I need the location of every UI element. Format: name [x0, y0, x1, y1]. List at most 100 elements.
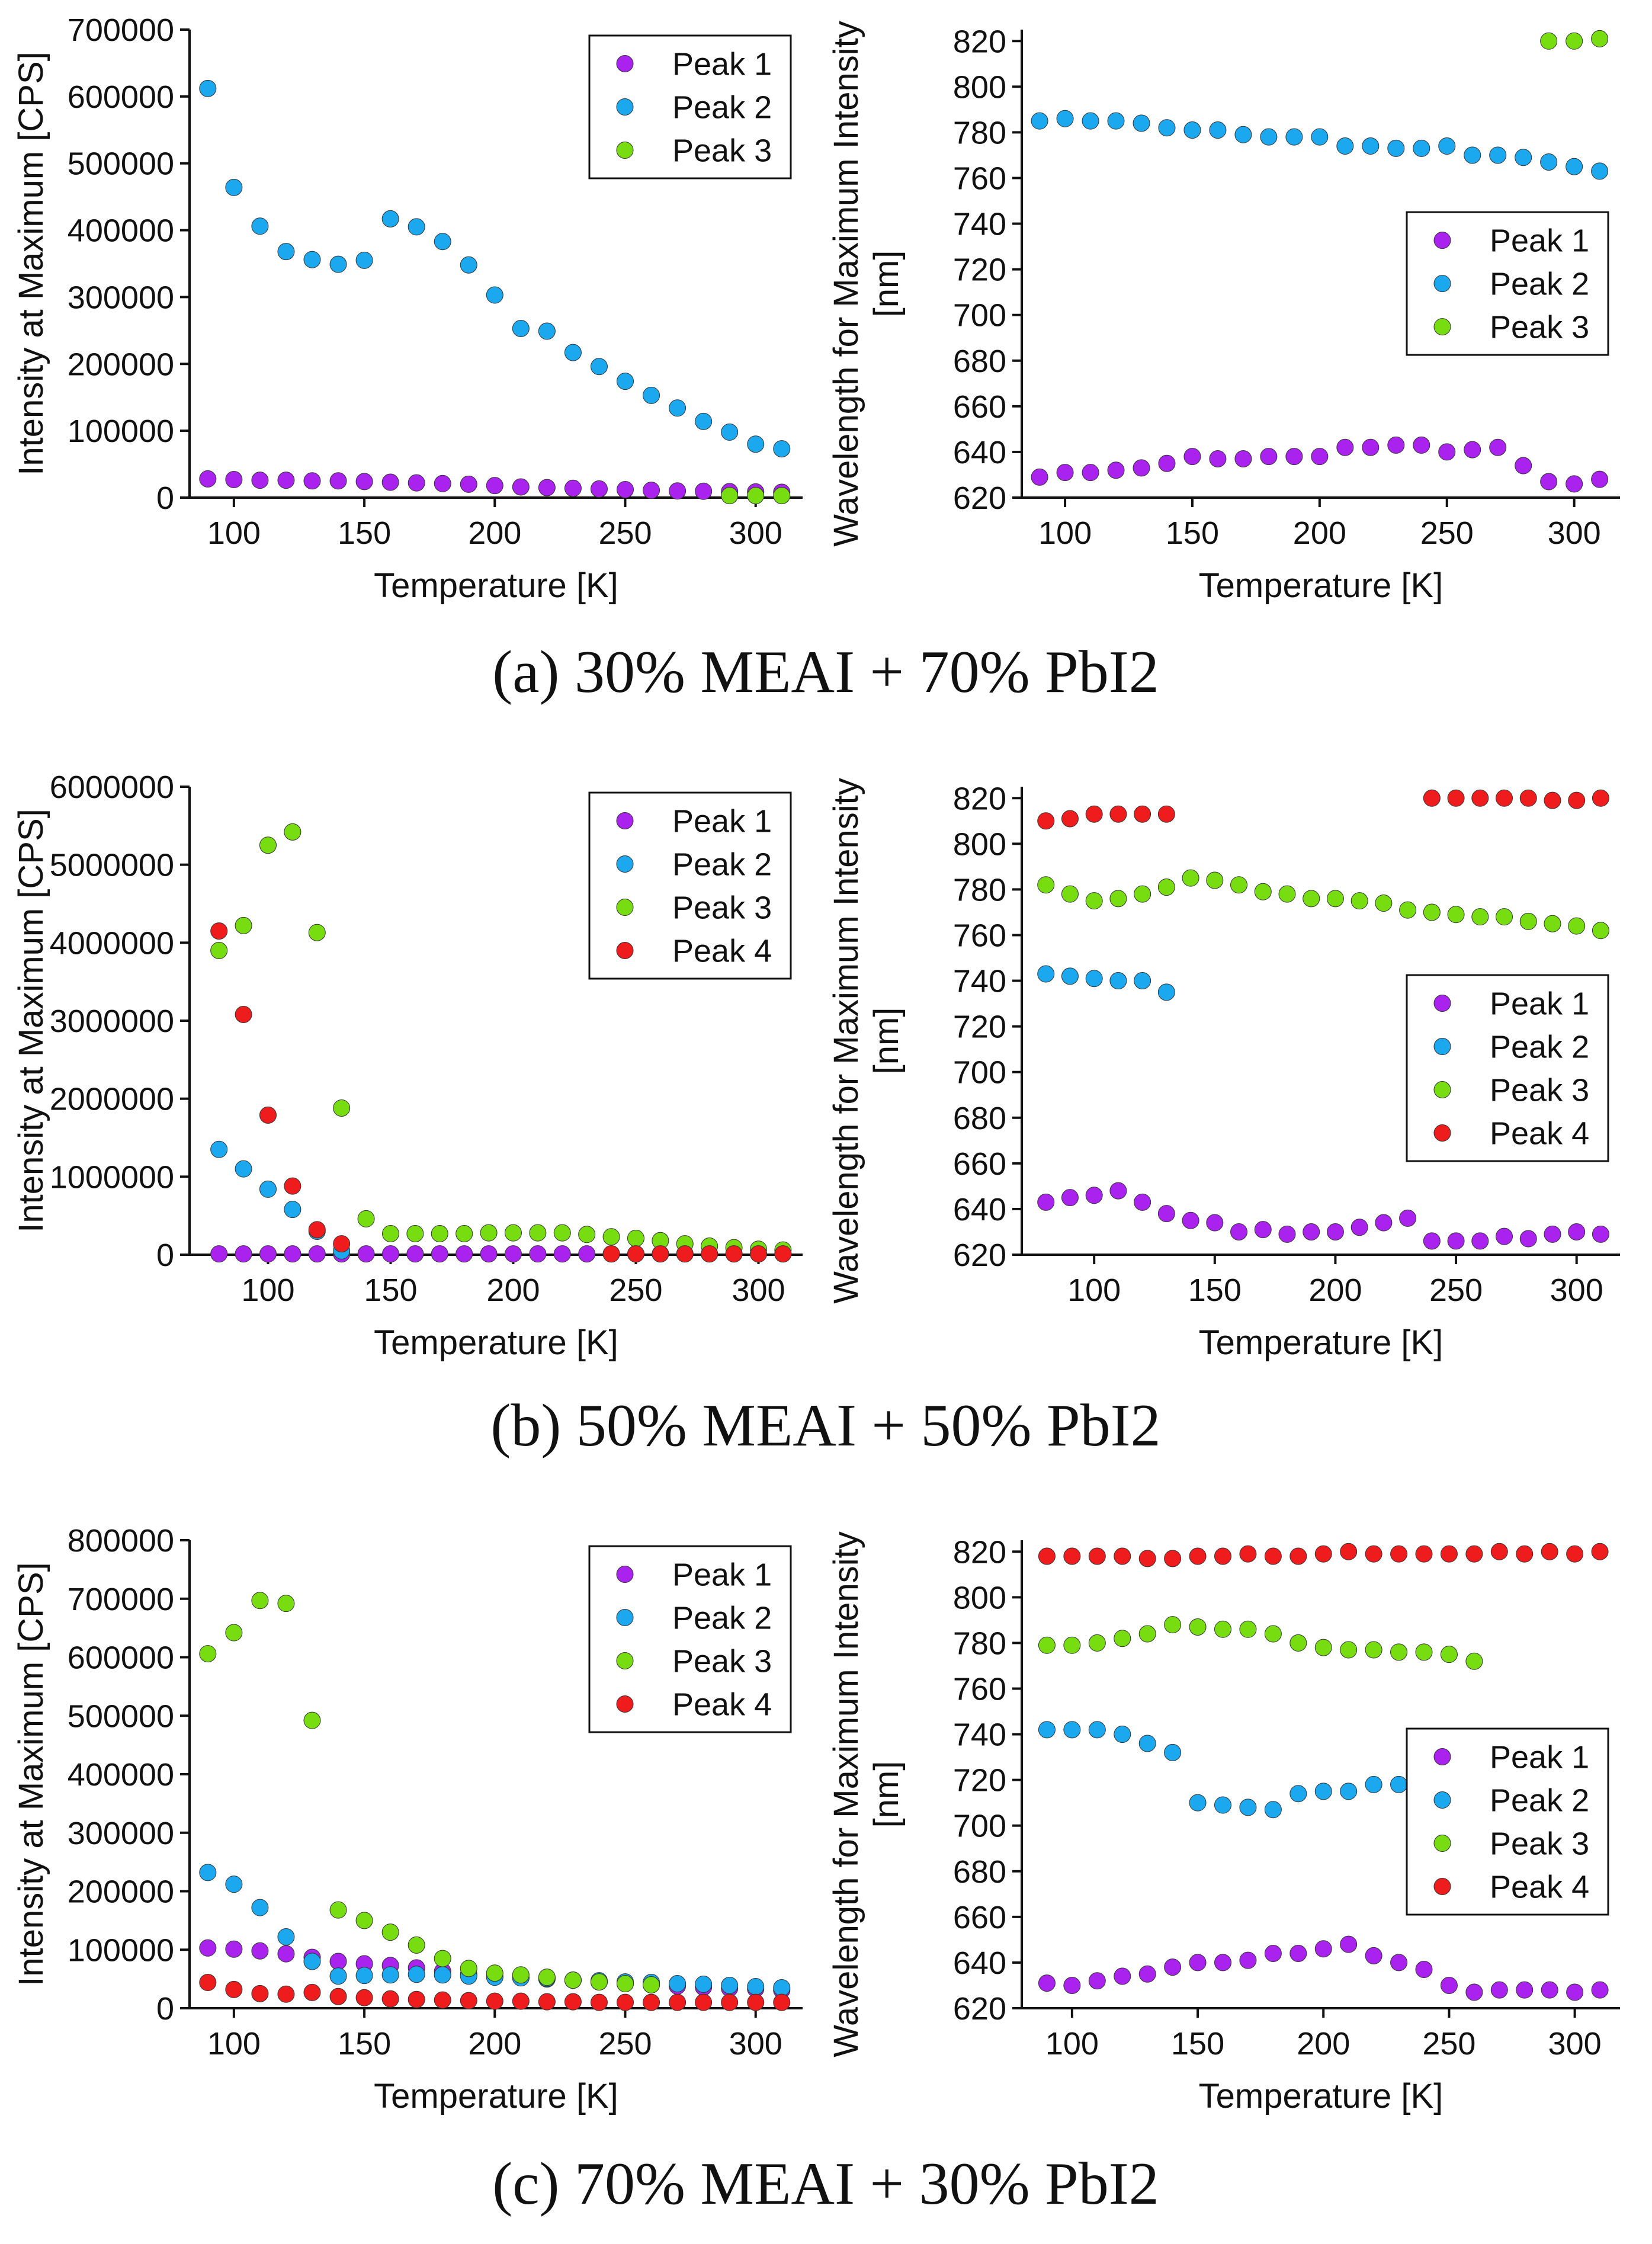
y-axis-label: Wavelength for Maximum Intensity[nm] [827, 778, 906, 1304]
data-point [1516, 1981, 1534, 1999]
data-point [408, 1936, 425, 1954]
data-point [1365, 1641, 1382, 1659]
legend-marker [1433, 318, 1451, 336]
y-tick-label: 820 [953, 781, 1006, 816]
data-point [564, 1971, 582, 1989]
legend-label: Peak 2 [672, 847, 772, 883]
x-tick-label: 150 [338, 515, 391, 551]
x-tick-label: 300 [732, 1272, 785, 1308]
data-point [1496, 789, 1513, 807]
y-tick-label: 600000 [68, 79, 174, 115]
chart-1-right: 100 150 200 250 300 620 640 660 680 700 720 740 760 7… [827, 778, 1620, 1362]
data-point [1496, 908, 1513, 926]
data-point [431, 1224, 448, 1242]
data-point [1490, 1543, 1508, 1560]
data-point [1568, 791, 1586, 809]
data-point [1423, 789, 1441, 807]
data-point [199, 1645, 217, 1663]
data-point [1340, 1543, 1358, 1560]
data-point [1544, 915, 1561, 932]
data-point [480, 1224, 498, 1242]
y-tick-label: 720 [953, 252, 1006, 288]
data-point [1278, 1225, 1296, 1243]
y-tick-label: 800000 [68, 1523, 174, 1559]
y-tick-label: 680 [953, 344, 1006, 379]
data-point [1109, 972, 1127, 990]
data-point [455, 1245, 473, 1263]
data-point [1031, 112, 1048, 130]
data-point [1490, 1981, 1508, 1999]
data-point [1592, 1225, 1609, 1243]
data-point [1303, 1223, 1320, 1240]
y-tick-label: 740 [953, 964, 1006, 999]
data-point [564, 1993, 582, 2011]
legend-marker [1433, 1791, 1451, 1809]
data-point [277, 1945, 295, 1963]
data-point [1375, 895, 1393, 912]
data-point [1061, 885, 1079, 903]
data-point [669, 1993, 687, 2011]
y-tick-label: 720 [953, 1009, 1006, 1045]
data-point [1138, 1965, 1156, 1983]
y-tick-label: 200000 [68, 1874, 174, 1910]
data-point [1082, 112, 1099, 130]
data-point [1423, 903, 1441, 921]
data-point [1234, 126, 1252, 143]
data-point [643, 386, 660, 404]
data-point [590, 358, 608, 376]
data-point [538, 1969, 556, 1986]
data-point [538, 322, 556, 340]
data-point [1440, 1646, 1458, 1663]
y-tick-label: 800 [953, 826, 1006, 862]
y-tick-label: 1000000 [50, 1159, 174, 1195]
data-point [1285, 448, 1303, 466]
data-point [259, 836, 277, 854]
data-point [251, 217, 269, 235]
y-tick-label: 740 [953, 1717, 1006, 1753]
data-point [1336, 137, 1354, 155]
legend-marker [1433, 1081, 1451, 1098]
x-tick-label: 250 [1429, 1272, 1483, 1308]
data-point [381, 1224, 399, 1242]
legend-label: Peak 1 [1490, 1740, 1589, 1775]
data-point [259, 1106, 277, 1124]
series-peak-2 [210, 1140, 351, 1259]
data-point [1134, 1193, 1151, 1211]
data-point [1138, 1735, 1156, 1752]
data-point [277, 472, 295, 489]
series-peak-1 [1038, 1935, 1609, 2001]
y-tick-label: 500000 [68, 1698, 174, 1734]
data-point [529, 1245, 547, 1263]
y-tick-label: 200000 [68, 347, 174, 382]
x-tick-label: 200 [468, 2026, 521, 2062]
chart-0-left: 100 150 200 250 300 0 100000 200000 300000 400000… [12, 12, 803, 605]
legend-marker [616, 1695, 634, 1713]
y-tick-label: 740 [953, 207, 1006, 242]
data-point [225, 1624, 243, 1642]
data-point [578, 1226, 596, 1243]
y-tick-label: 700000 [68, 12, 174, 48]
y-tick-label: 0 [156, 480, 174, 516]
data-point [284, 823, 301, 841]
legend-marker [616, 942, 634, 959]
data-point [1447, 906, 1465, 924]
data-point [355, 251, 373, 269]
y-tick-label: 760 [953, 1671, 1006, 1707]
data-point [284, 1177, 301, 1195]
data-point [1541, 1543, 1558, 1560]
legend-label: Peak 3 [672, 890, 772, 926]
y-tick-label: 300000 [68, 280, 174, 315]
x-tick-label: 250 [609, 1272, 662, 1308]
x-tick-label: 200 [1308, 1272, 1362, 1308]
data-point [357, 1210, 375, 1227]
data-point [1566, 1545, 1584, 1563]
y-tick-label: 820 [953, 1534, 1006, 1570]
data-point [277, 243, 295, 261]
data-point [1157, 805, 1175, 823]
y-tick-label: 620 [953, 480, 1006, 516]
y-tick-label: 780 [953, 1626, 1006, 1661]
data-point [1183, 448, 1201, 466]
legend-label: Peak 1 [672, 804, 772, 839]
x-tick-label: 100 [241, 1272, 294, 1308]
data-point [434, 1950, 451, 1967]
